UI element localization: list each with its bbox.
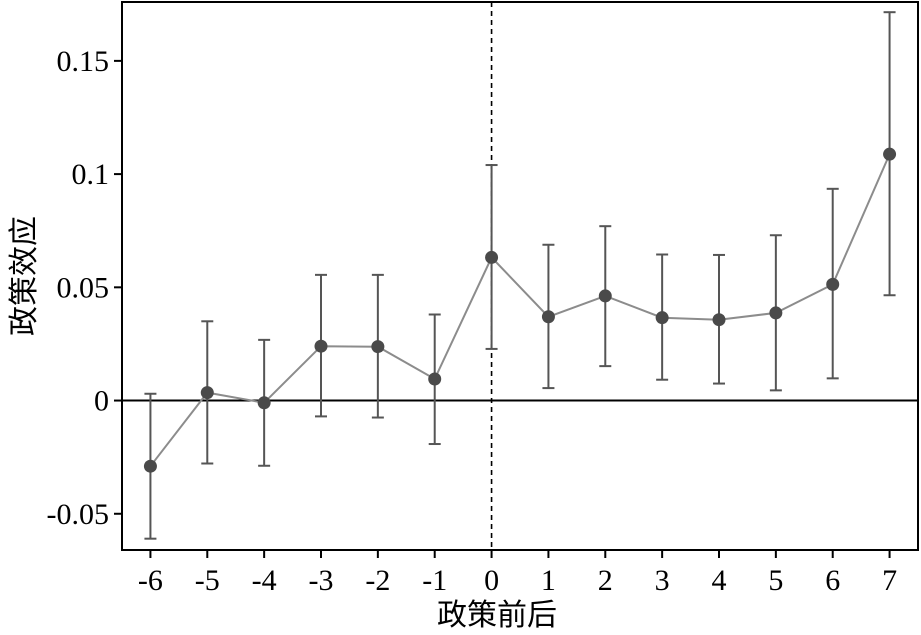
data-point (371, 340, 385, 354)
data-point (143, 459, 157, 473)
plot-area (122, 2, 918, 550)
x-tick-label: -3 (309, 564, 334, 597)
y-axis-title: 政策效应 (7, 216, 42, 336)
data-point (200, 386, 214, 400)
x-tick-label: 2 (598, 564, 613, 597)
data-point (769, 306, 783, 320)
data-point (826, 277, 840, 291)
x-tick-label: 7 (882, 564, 897, 597)
x-tick-label: 4 (712, 564, 727, 597)
data-point (428, 372, 442, 386)
y-tick-label: 0.05 (57, 271, 110, 304)
x-tick-label: 6 (825, 564, 840, 597)
x-tick-label: -2 (365, 564, 390, 597)
data-point (541, 310, 555, 324)
data-point (485, 250, 499, 264)
x-axis-title: 政策前后 (437, 598, 557, 633)
x-tick-label: 1 (541, 564, 556, 597)
plot-frame (121, 1, 919, 551)
axes: -0.05 0 0.05 0.1 0.15 -6 -5 -4 -3 -2 -1 0 1 2 3 4 5 6 7 (47, 1, 919, 597)
x-tick-label: 5 (768, 564, 783, 597)
x-tick-label: -5 (195, 564, 220, 597)
x-tick-label: -6 (138, 564, 163, 597)
x-tick-label: 0 (484, 564, 499, 597)
y-tick-label: -0.05 (47, 498, 110, 531)
data-point (655, 311, 669, 325)
data-point (257, 396, 271, 410)
x-tick-label: -1 (422, 564, 447, 597)
data-point (883, 147, 897, 161)
y-tick-label: 0 (94, 385, 109, 418)
data-point (314, 339, 328, 353)
data-point (598, 289, 612, 303)
x-tick-label: 3 (655, 564, 670, 597)
data-point (712, 313, 726, 327)
y-tick-label: 0.1 (72, 158, 110, 191)
x-tick-label: -4 (252, 564, 277, 597)
series-line (149, 153, 891, 467)
y-tick-label: 0.15 (57, 45, 110, 78)
